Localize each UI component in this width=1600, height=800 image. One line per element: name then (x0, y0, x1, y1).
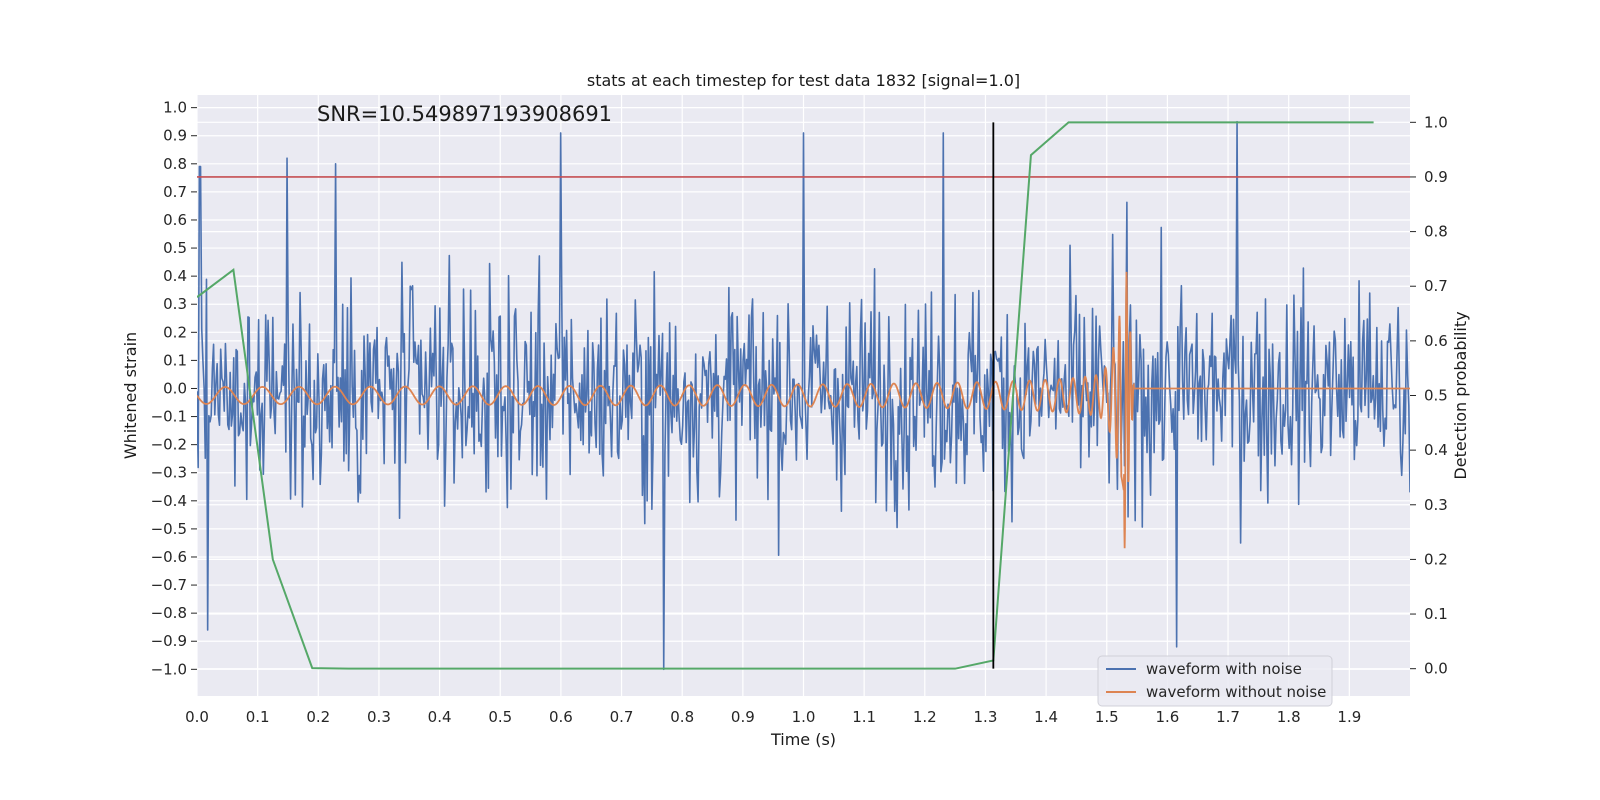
y-tick-label: 0.5 (163, 239, 187, 257)
series-line-detection-probability (197, 121, 1374, 670)
y-tick-label: −1.0 (151, 660, 187, 678)
legend: waveform with noise waveform without noi… (1097, 655, 1333, 707)
y2-tick-label: 0.9 (1424, 168, 1448, 186)
y-tick-label: −0.6 (151, 548, 187, 566)
y-tick-label: 0.1 (163, 351, 187, 369)
chart-title: stats at each timestep for test data 183… (587, 71, 1020, 90)
y-axis-label: Whitened strain (121, 332, 140, 459)
y-tick-label: −0.4 (151, 492, 187, 510)
x-tick-label: 0.7 (610, 708, 634, 726)
legend-label-noisy: waveform with noise (1146, 660, 1302, 678)
x-tick-label: 0.5 (488, 708, 512, 726)
y-tick-label: −0.3 (151, 464, 187, 482)
y-tick-label: −0.1 (151, 408, 187, 426)
snr-annotation: SNR=10.549897193908691 (317, 102, 612, 126)
series-layer (197, 120, 1410, 671)
y-tick-label: 0.3 (163, 295, 187, 313)
x-tick-label: 0.0 (185, 708, 209, 726)
y2-tick-label: 0.1 (1424, 605, 1448, 623)
x-tick-label: 1.7 (1216, 708, 1240, 726)
ticks: 0.0 0.1 0.2 0.3 0.4 0.5 0.6 0.7 0.8 0.9 1.0 1.1 1.2 1… (151, 99, 1448, 726)
y-tick-label: −0.2 (151, 436, 187, 454)
y-tick-label: 0.7 (163, 183, 187, 201)
x-tick-label: 0.3 (367, 708, 391, 726)
y-tick-label: −0.8 (151, 604, 187, 622)
series-line-waveform-without-noise (197, 271, 1410, 549)
x-tick-label: 1.4 (1034, 708, 1058, 726)
x-tick-label: 1.5 (1095, 708, 1119, 726)
x-tick-label: 0.2 (306, 708, 330, 726)
y-tick-label: 0.8 (163, 155, 187, 173)
y2-tick-label: 0.7 (1424, 277, 1448, 295)
x-tick-label: 1.8 (1277, 708, 1301, 726)
x-tick-label: 1.2 (913, 708, 937, 726)
y-tick-label: −0.7 (151, 576, 187, 594)
x-tick-label: 1.3 (974, 708, 998, 726)
x-tick-label: 0.6 (549, 708, 573, 726)
y2-tick-label: 0.2 (1424, 550, 1448, 568)
y-tick-label: 0.2 (163, 323, 187, 341)
x-tick-label: 1.1 (852, 708, 876, 726)
y-tick-label: 0.9 (163, 127, 187, 145)
y2-tick-label: 0.0 (1424, 660, 1448, 678)
y2-tick-label: 0.8 (1424, 223, 1448, 241)
legend-label-clean: waveform without noise (1146, 683, 1326, 701)
y2-tick-label: 1.0 (1424, 113, 1448, 131)
x-tick-label: 0.4 (428, 708, 452, 726)
x-tick-label: 0.1 (246, 708, 270, 726)
x-tick-label: 1.6 (1155, 708, 1179, 726)
x-tick-label: 1.9 (1337, 708, 1361, 726)
y2-tick-label: 0.5 (1424, 387, 1448, 405)
y-tick-label: −0.9 (151, 632, 187, 650)
x-tick-label: 0.9 (731, 708, 755, 726)
x-tick-label: 0.8 (670, 708, 694, 726)
y-tick-label: 1.0 (163, 99, 187, 117)
legend-box (1097, 655, 1333, 707)
y-tick-label: −0.5 (151, 520, 187, 538)
y-tick-label: 0.6 (163, 211, 187, 229)
y2-tick-label: 0.4 (1424, 441, 1448, 459)
y-tick-label: 0.4 (163, 267, 187, 285)
x-tick-label: 1.0 (792, 708, 816, 726)
x-axis-label: Time (s) (770, 730, 836, 749)
y2-tick-label: 0.6 (1424, 332, 1448, 350)
y2-axis-label: Detection probability (1451, 311, 1470, 479)
y2-tick-label: 0.3 (1424, 496, 1448, 514)
y-tick-label: 0.0 (163, 379, 187, 397)
